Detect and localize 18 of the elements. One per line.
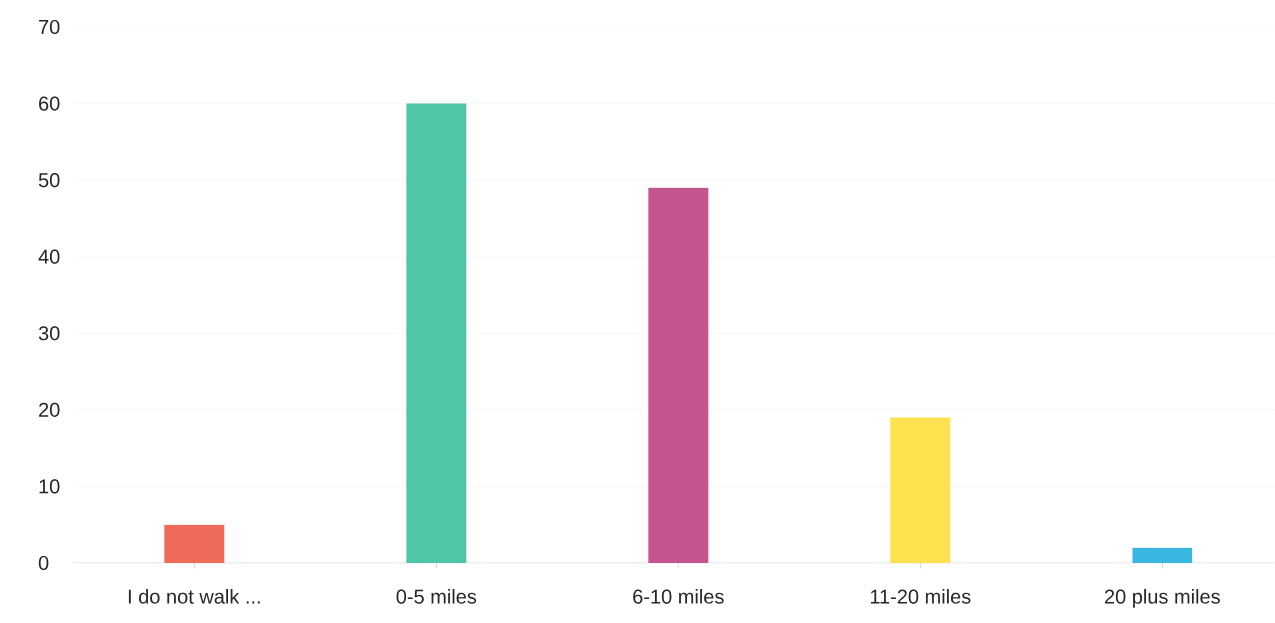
- y-tick-label: 50: [38, 173, 60, 188]
- x-tick-label: 0-5 miles: [396, 589, 477, 604]
- y-tick-label: 30: [38, 326, 60, 341]
- bar: [406, 103, 467, 563]
- bar: [1132, 547, 1193, 563]
- bar: [890, 417, 951, 563]
- bar: [648, 187, 709, 563]
- y-tick-label: 40: [38, 249, 60, 264]
- y-tick-label: 20: [39, 402, 60, 417]
- y-tick-label: 60: [39, 96, 60, 111]
- x-tick-label: 11-20 miles: [870, 589, 971, 604]
- y-tick-label: 70: [39, 19, 60, 35]
- y-tick-label: 10: [39, 479, 60, 494]
- x-tick-label: 20 plus miles: [1104, 589, 1220, 608]
- y-tick-label: 0: [38, 555, 49, 571]
- bar: [164, 524, 225, 563]
- x-tick-label: I do not walk ...: [128, 589, 260, 604]
- x-tick-label: 6-10 miles: [633, 589, 724, 604]
